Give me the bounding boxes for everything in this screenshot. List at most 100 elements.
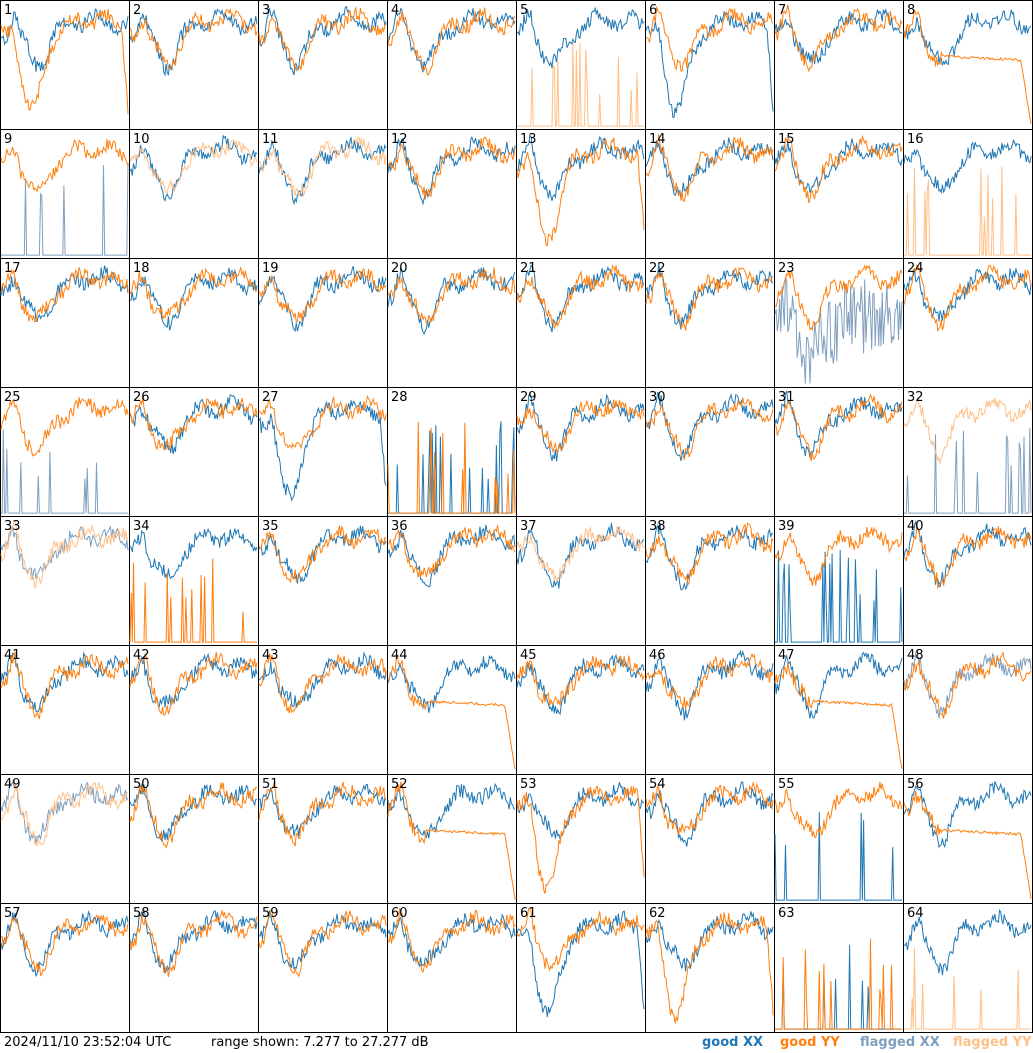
series-yy-line (774, 4, 903, 73)
series-yy-line (387, 781, 516, 900)
panel-5: 5 (516, 0, 646, 130)
panel-18: 18 (129, 258, 259, 388)
panel-22: 22 (645, 258, 775, 388)
panel-36: 36 (387, 516, 517, 646)
panel-63: 63 (774, 903, 904, 1033)
panel-frame (903, 903, 1033, 1033)
series-yy-line (774, 134, 903, 204)
panel-50: 50 (129, 774, 259, 904)
panel-45: 45 (516, 645, 646, 775)
panel-34: 34 (129, 516, 259, 646)
series-yy-line (387, 267, 516, 325)
panel-62: 62 (645, 903, 775, 1033)
panel-40: 40 (903, 516, 1033, 646)
panel-label: 9 (4, 132, 12, 147)
series-yy-line (129, 138, 258, 195)
series-xx-line (903, 520, 1032, 588)
series-xx-line (516, 6, 645, 69)
series-yy-line (258, 7, 387, 72)
panel-label: 25 (4, 390, 21, 405)
panel-frame (774, 774, 904, 904)
panel-frame (774, 387, 904, 517)
panel-label: 17 (4, 261, 21, 276)
panel-label: 59 (262, 906, 279, 921)
panel-label: 11 (262, 132, 279, 147)
panel-frame (387, 774, 517, 904)
series-yy-line (645, 781, 774, 835)
series-yy-line (258, 394, 387, 450)
panel-label: 15 (778, 132, 795, 147)
panel-23: 23 (774, 258, 904, 388)
panel-label: 7 (778, 3, 786, 18)
panel-label: 33 (4, 519, 21, 534)
panel-frame (0, 258, 130, 388)
series-xx-line (645, 262, 774, 330)
series-yy-line (129, 396, 258, 451)
series-yy-line (645, 652, 774, 710)
series-xx-line (645, 911, 774, 972)
panel-label: 50 (133, 777, 150, 792)
panel-label: 10 (133, 132, 150, 147)
panel-14: 14 (645, 129, 775, 259)
series-yy-line (0, 138, 129, 193)
panel-30: 30 (645, 387, 775, 517)
series-xx-line (775, 549, 903, 643)
panel-52: 52 (387, 774, 517, 904)
panel-label: 60 (391, 906, 408, 921)
panel-label: 19 (262, 261, 279, 276)
series-yy-line (903, 790, 1032, 899)
panel-frame (129, 903, 259, 1033)
series-xx-line (0, 265, 129, 322)
legend-good-xx: good XX (702, 1035, 764, 1050)
series-yy-line (0, 651, 129, 720)
panel-54: 54 (645, 774, 775, 904)
panel-label: 40 (907, 519, 924, 534)
legend-good-yy: good YY (780, 1035, 840, 1050)
series-yy-line (129, 651, 258, 717)
series-yy-line (774, 393, 903, 462)
panel-3: 3 (258, 0, 388, 130)
panel-label: 47 (778, 648, 795, 663)
panel-label: 34 (133, 519, 150, 534)
panel-43: 43 (258, 645, 388, 775)
panel-label: 43 (262, 648, 279, 663)
series-yy-line (129, 265, 258, 320)
panel-32: 32 (903, 387, 1033, 517)
series-yy-line (258, 653, 387, 714)
panel-label: 1 (4, 3, 12, 18)
footer-bar: 2024/11/10 23:52:04 UTC range shown: 7.2… (0, 1033, 1033, 1053)
panel-frame (387, 903, 517, 1033)
panel-label: 63 (778, 906, 795, 921)
panel-frame (129, 387, 259, 517)
series-yy-line (645, 397, 774, 461)
series-xx-line (774, 389, 903, 459)
panel-16: 16 (903, 129, 1033, 259)
panel-frame (903, 774, 1033, 904)
panel-label: 14 (649, 132, 666, 147)
panel-24: 24 (903, 258, 1033, 388)
series-xx-line (645, 137, 774, 197)
panel-label: 22 (649, 261, 666, 276)
panel-frame (258, 0, 388, 130)
series-yy-line (645, 522, 774, 587)
panel-label: 56 (907, 777, 924, 792)
panel-label: 30 (649, 390, 666, 405)
panel-label: 62 (649, 906, 666, 921)
panel-label: 31 (778, 390, 795, 405)
panel-21: 21 (516, 258, 646, 388)
legend-flagged-yy: flagged YY (953, 1035, 1032, 1050)
series-xx-line (516, 910, 645, 1018)
series-yy-line (904, 947, 1031, 1030)
panel-label: 23 (778, 261, 795, 276)
panel-8: 8 (903, 0, 1033, 130)
series-yy-line (516, 655, 645, 706)
series-xx-line (903, 268, 1032, 322)
series-xx-line (1, 162, 129, 256)
panel-label: 53 (520, 777, 537, 792)
panel-53: 53 (516, 774, 646, 904)
panel-label: 27 (262, 390, 279, 405)
range-text: range shown: 7.277 to 27.277 dB (211, 1035, 429, 1050)
series-yy-line (387, 136, 516, 200)
panel-label: 44 (391, 648, 408, 663)
series-xx-line (516, 264, 645, 333)
